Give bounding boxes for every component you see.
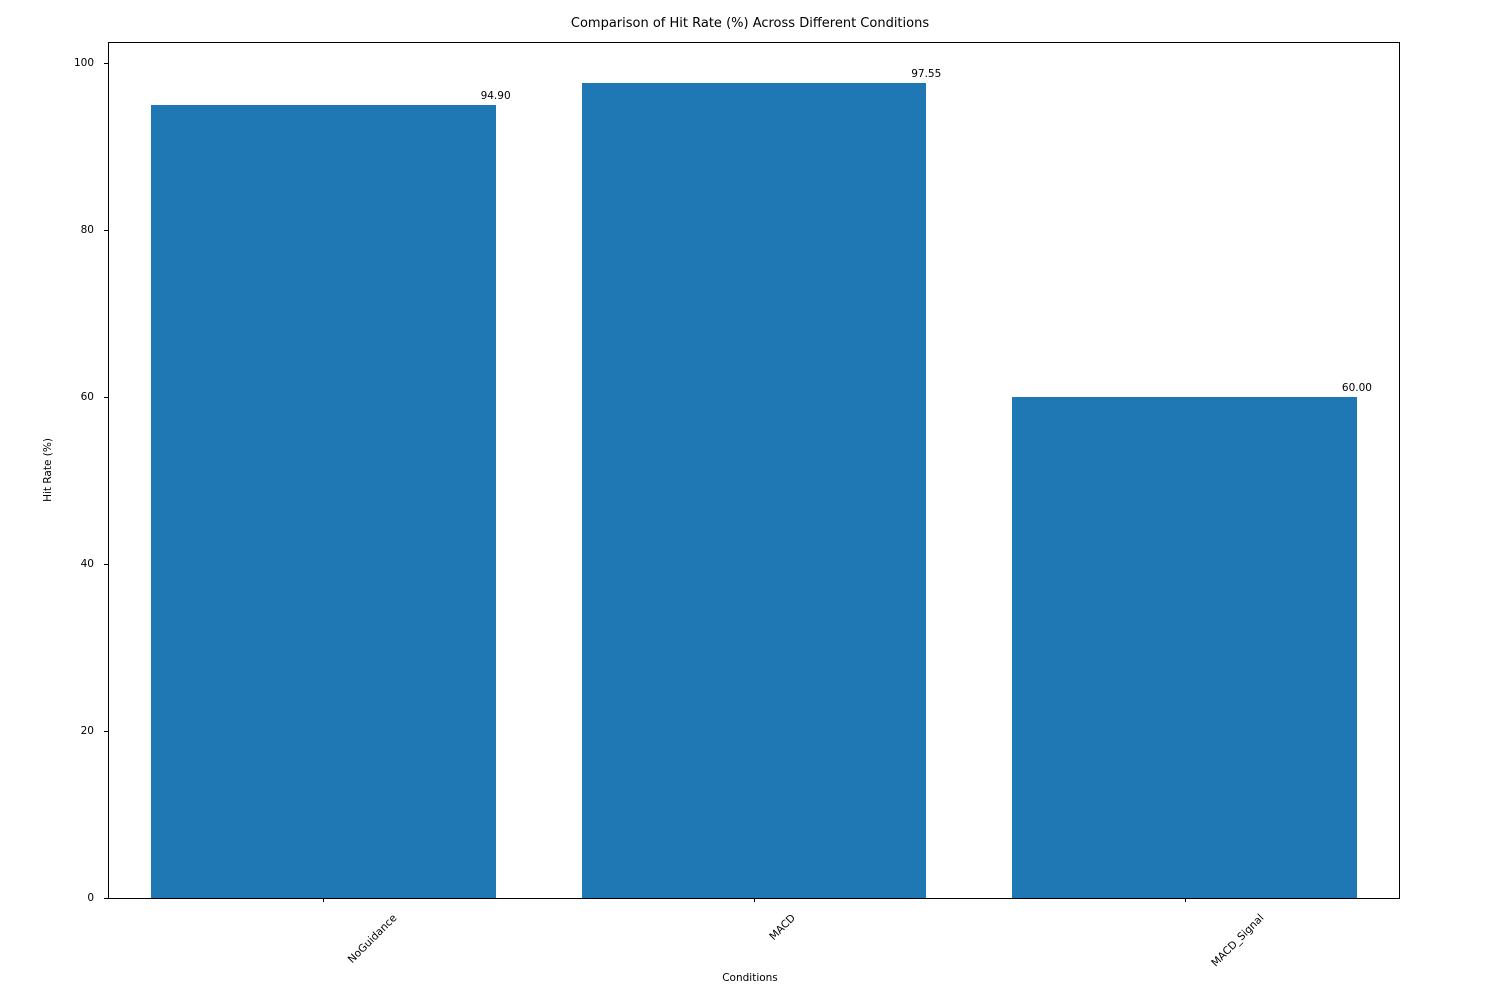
bar <box>582 83 927 898</box>
xtick-label: MACD <box>767 912 798 943</box>
y-axis-label: Hit Rate (%) <box>42 438 54 502</box>
xtick-mark <box>754 898 755 902</box>
ytick-mark <box>104 397 108 398</box>
x-axis-label: Conditions <box>0 972 1500 984</box>
ytick-label: 20 <box>0 725 94 737</box>
ytick-label: 40 <box>0 558 94 570</box>
bar-value-label: 97.55 <box>911 68 941 80</box>
xtick-label: MACD_Signal <box>1209 912 1266 969</box>
xtick-mark <box>323 898 324 902</box>
chart-title: Comparison of Hit Rate (%) Across Differ… <box>0 16 1500 31</box>
ytick-mark <box>104 731 108 732</box>
ytick-label: 60 <box>0 391 94 403</box>
bar <box>151 105 496 898</box>
ytick-mark <box>104 564 108 565</box>
ytick-mark <box>104 898 108 899</box>
bar-value-label: 94.90 <box>481 90 511 102</box>
xtick-mark <box>1185 898 1186 902</box>
ytick-label: 0 <box>0 892 94 904</box>
ytick-label: 100 <box>0 57 94 69</box>
bar <box>1012 397 1357 898</box>
ytick-label: 80 <box>0 224 94 236</box>
figure: Comparison of Hit Rate (%) Across Differ… <box>0 0 1500 1000</box>
axis-spine-left <box>108 42 109 898</box>
ytick-mark <box>104 63 108 64</box>
xtick-label: NoGuidance <box>346 912 400 966</box>
ytick-mark <box>104 230 108 231</box>
bar-value-label: 60.00 <box>1342 382 1372 394</box>
